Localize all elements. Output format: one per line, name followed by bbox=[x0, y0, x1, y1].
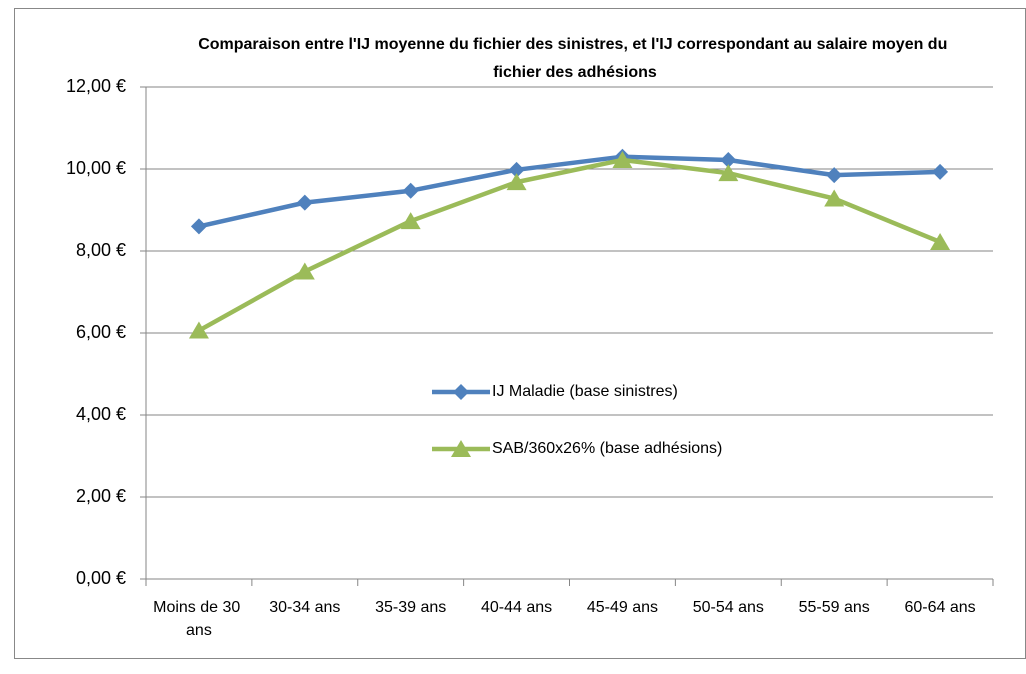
point bbox=[296, 194, 313, 211]
y-tick-label: 12,00 € bbox=[66, 76, 126, 96]
chart-title: Comparaison entre l'IJ moyenne du fichie… bbox=[198, 36, 952, 81]
point bbox=[188, 321, 209, 339]
point bbox=[612, 150, 633, 168]
y-tick-label: 10,00 € bbox=[66, 158, 126, 178]
point bbox=[453, 384, 469, 400]
legend-label: SAB/360x26% (base adhésions) bbox=[492, 440, 722, 457]
x-tick-label: 55-59 ans bbox=[799, 599, 870, 616]
point bbox=[720, 151, 737, 168]
y-tick-label: 6,00 € bbox=[76, 322, 126, 342]
point bbox=[190, 218, 207, 235]
y-tick-label: 0,00 € bbox=[76, 568, 126, 588]
x-tick-label: 45-49 ans bbox=[587, 599, 658, 616]
legend-marker bbox=[453, 384, 469, 400]
point bbox=[506, 173, 527, 191]
point bbox=[402, 182, 419, 199]
y-tick-label: 2,00 € bbox=[76, 486, 126, 506]
point bbox=[930, 232, 951, 250]
x-tick-label: 35-39 ans bbox=[375, 599, 446, 616]
series-line bbox=[197, 157, 941, 333]
x-tick-label: 30-34 ans bbox=[269, 599, 340, 616]
point bbox=[508, 161, 525, 178]
point bbox=[294, 262, 315, 280]
y-tick-label: 8,00 € bbox=[76, 240, 126, 260]
x-tick-label: 40-44 ans bbox=[481, 599, 552, 616]
point bbox=[718, 164, 739, 182]
x-tick-label: Moins de 30 ans bbox=[153, 599, 245, 639]
point bbox=[932, 163, 949, 180]
point bbox=[826, 167, 843, 184]
point bbox=[824, 189, 845, 207]
legend-label: IJ Maladie (base sinistres) bbox=[492, 383, 678, 400]
point bbox=[451, 440, 471, 457]
x-tick-label: 60-64 ans bbox=[904, 599, 975, 616]
point bbox=[400, 212, 421, 230]
legend-marker bbox=[451, 440, 471, 457]
series-line bbox=[198, 154, 941, 229]
x-tick-label: 50-54 ans bbox=[693, 599, 764, 616]
y-tick-label: 4,00 € bbox=[76, 404, 126, 424]
